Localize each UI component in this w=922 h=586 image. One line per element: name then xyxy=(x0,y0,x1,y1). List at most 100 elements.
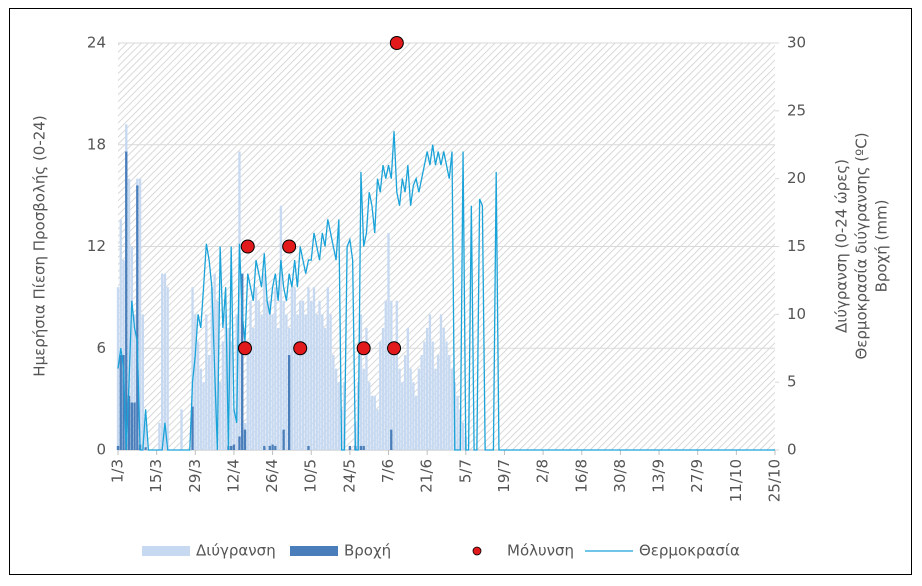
bar xyxy=(406,327,410,450)
bar xyxy=(221,341,225,450)
bar xyxy=(323,327,327,450)
y2-tick-label: 0 xyxy=(787,441,797,459)
bar xyxy=(368,382,371,450)
bar xyxy=(337,382,341,450)
x-tick-label: 25/10 xyxy=(766,459,784,502)
bar xyxy=(160,273,164,450)
x-tick-label: 15/3 xyxy=(147,459,165,493)
bar xyxy=(241,273,244,450)
bar xyxy=(133,402,136,450)
bar xyxy=(166,287,169,450)
x-tick-label: 1/3 xyxy=(109,459,127,483)
bar xyxy=(227,327,230,450)
x-tick-label: 16/8 xyxy=(572,459,590,493)
bar xyxy=(202,382,205,450)
bar xyxy=(285,314,288,450)
bar xyxy=(301,300,305,450)
y2-axis-title: Θερμοκρασία διύγρανσης (ºC) xyxy=(853,132,871,359)
bar xyxy=(310,300,313,450)
point xyxy=(293,341,308,356)
bar xyxy=(348,445,352,450)
bar xyxy=(268,300,272,450)
legend-label: Θερμοκρασία xyxy=(639,542,740,560)
bar xyxy=(246,341,249,450)
bar xyxy=(376,409,379,450)
bar xyxy=(318,300,321,450)
x-tick-label: 5/7 xyxy=(456,459,474,483)
bar xyxy=(232,409,236,450)
bar xyxy=(392,341,396,450)
bar xyxy=(390,300,393,450)
bar xyxy=(130,402,133,450)
bar xyxy=(312,287,316,450)
y2-tick-label: 10 xyxy=(787,305,806,323)
point xyxy=(356,341,371,356)
point xyxy=(240,239,255,254)
legend-label: Βροχή xyxy=(344,542,391,560)
legend-swatch xyxy=(142,546,190,556)
x-tick-label: 10/5 xyxy=(302,459,320,493)
bar xyxy=(329,314,332,450)
bar xyxy=(387,232,390,450)
bar xyxy=(290,287,294,450)
bar xyxy=(296,314,299,450)
x-tick-label: 2/8 xyxy=(534,459,552,483)
bar xyxy=(365,327,368,450)
bar xyxy=(287,355,291,450)
bar xyxy=(370,395,374,450)
legend-swatch xyxy=(472,546,482,556)
bar xyxy=(398,368,401,450)
bar xyxy=(224,314,227,450)
bar xyxy=(144,447,147,450)
bar xyxy=(437,355,440,450)
x-tick-label: 19/7 xyxy=(495,459,513,493)
bar xyxy=(199,368,202,450)
bar xyxy=(279,205,283,450)
bar xyxy=(428,314,432,450)
bar xyxy=(282,300,285,450)
legend-label: Μόλυνση xyxy=(507,542,574,560)
point xyxy=(282,239,297,254)
bar xyxy=(122,355,125,450)
bar xyxy=(395,300,398,450)
bar xyxy=(216,300,219,450)
y-tick-label: 24 xyxy=(87,34,106,52)
bar xyxy=(257,300,260,450)
bar xyxy=(268,445,272,450)
bar xyxy=(263,445,266,450)
bar xyxy=(254,287,258,450)
legend-swatch xyxy=(290,546,338,556)
legend-label: Διύγρανση xyxy=(196,542,276,560)
bar xyxy=(362,368,365,450)
x-tick-label: 12/4 xyxy=(224,459,242,493)
bar xyxy=(163,273,167,450)
bar xyxy=(409,368,412,450)
bar xyxy=(414,395,418,450)
y2-tick-label: 15 xyxy=(787,237,806,255)
bar xyxy=(249,300,252,450)
bar xyxy=(274,445,277,450)
bar xyxy=(260,314,263,450)
x-tick-label: 27/9 xyxy=(688,459,706,493)
bar xyxy=(232,444,236,450)
y2-tick-label: 20 xyxy=(787,169,806,187)
bar xyxy=(426,327,429,450)
bar xyxy=(384,300,387,450)
bar xyxy=(265,300,269,450)
bar xyxy=(130,246,133,450)
bar xyxy=(299,300,302,450)
y-tick-label: 0 xyxy=(96,441,106,459)
bar xyxy=(461,422,465,450)
bar xyxy=(276,327,280,450)
bar xyxy=(125,151,128,451)
bar xyxy=(439,314,443,450)
line xyxy=(117,131,775,451)
x-tick-label: 21/6 xyxy=(418,459,436,493)
bar xyxy=(194,314,197,450)
bar xyxy=(191,406,194,450)
y-tick-label: 12 xyxy=(87,237,106,255)
y-tick-label: 18 xyxy=(87,135,106,153)
bar xyxy=(230,341,233,450)
bar xyxy=(252,327,255,450)
